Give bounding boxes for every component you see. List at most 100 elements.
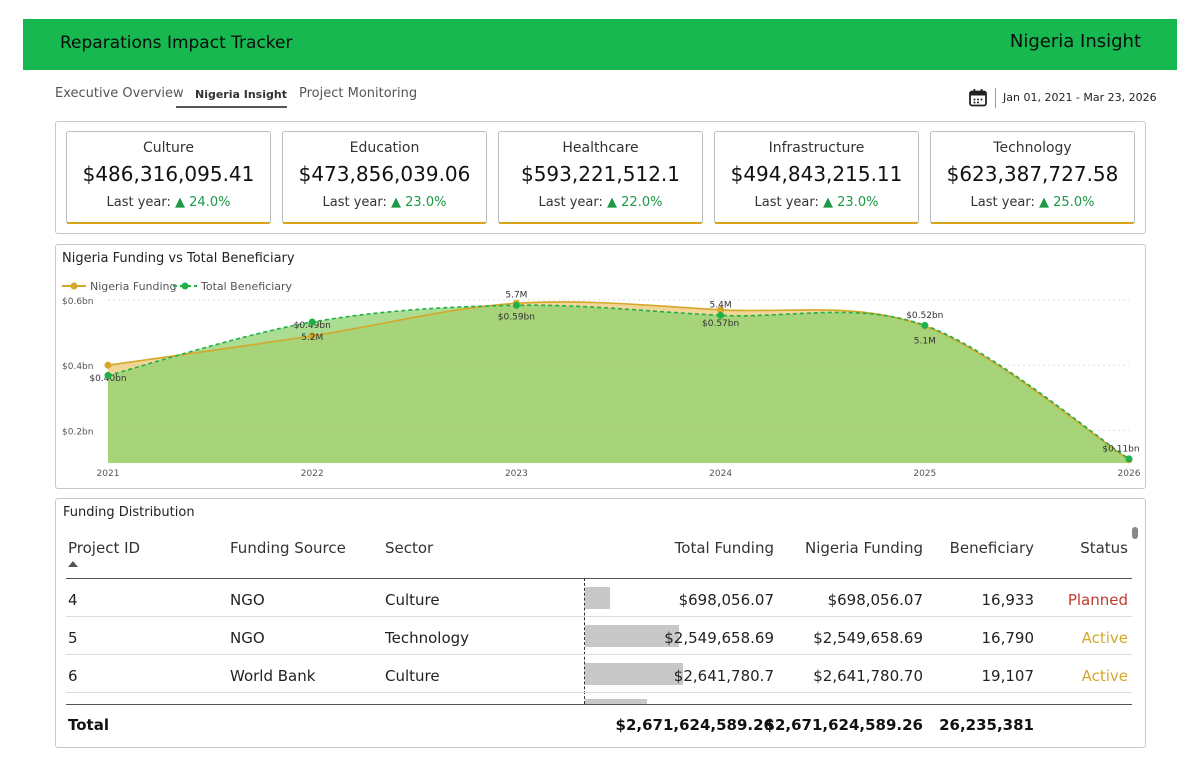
table-scrollbar[interactable] <box>1132 527 1138 539</box>
kpi-last-year: Last year: ▲ 25.0% <box>931 195 1134 210</box>
kpi-change: ▲ 22.0% <box>607 195 663 210</box>
funding-distribution-table: Funding Distribution Project ID Funding … <box>55 498 1146 748</box>
row-divider <box>66 616 1132 617</box>
cell-total-funding: $2,549,658.69 <box>664 629 774 647</box>
point-total-beneficiary <box>308 318 316 326</box>
table-row[interactable]: 5 NGO Technology $2,549,658.69 $2,549,65… <box>56 617 1145 655</box>
col-header-funding-source[interactable]: Funding Source <box>230 539 346 557</box>
cell-status: Active <box>1081 629 1128 647</box>
total-total-funding: $2,671,624,589.26 <box>615 716 774 734</box>
y-tick-label: $0.4bn <box>62 362 93 372</box>
x-tick-label: 2026 <box>1118 469 1141 479</box>
point-total-beneficiary <box>921 321 929 329</box>
tab-nigeria-insight[interactable]: Nigeria Insight <box>195 88 287 101</box>
calendar-icon[interactable] <box>968 88 988 108</box>
tab-project-monitoring[interactable]: Project Monitoring <box>299 86 418 101</box>
bar-axis-line <box>584 578 585 704</box>
kpi-value: $494,843,215.11 <box>730 162 903 186</box>
funding-area-chart[interactable]: Nigeria Funding Total Beneficiary $0.2bn $0… <box>56 245 1145 488</box>
page-title: Nigeria Insight <box>1009 31 1141 52</box>
cell-status: Active <box>1081 667 1128 685</box>
cell-total-funding: $2,641,780.7 <box>673 667 774 685</box>
tab-executive-overview[interactable]: Executive Overview <box>55 86 184 101</box>
kpi-last-year: Last year: ▲ 23.0% <box>283 195 486 210</box>
kpi-sector: Education <box>349 140 420 156</box>
point-total-beneficiary <box>512 301 520 309</box>
y-tick-label: $0.6bn <box>62 297 93 307</box>
kpi-sector: Healthcare <box>562 140 639 156</box>
col-header-status[interactable]: Status <box>1080 539 1128 557</box>
data-label-nigeria-funding: $0.40bn <box>89 374 126 384</box>
cell-project-id: 4 <box>68 591 78 609</box>
kpi-sector: Technology <box>993 140 1072 156</box>
kpi-value: $593,221,512.1 <box>520 162 681 186</box>
cell-sector: Culture <box>385 667 440 685</box>
kpi-card-healthcare: Healthcare $593,221,512.1 Last year: ▲ 2… <box>498 131 703 224</box>
cell-nigeria-funding: $2,549,658.69 <box>813 629 923 647</box>
cell-funding-source: NGO <box>230 591 265 609</box>
kpi-last-year-label: Last year: <box>538 195 603 210</box>
chart-title: Nigeria Funding vs Total Beneficiary <box>62 251 295 266</box>
point-nigeria-funding <box>717 306 725 314</box>
total-nigeria-funding: $2,671,624,589.26 <box>764 716 923 734</box>
kpi-last-year: Last year: ▲ 23.0% <box>715 195 918 210</box>
x-tick-label: 2021 <box>97 469 120 479</box>
table-row[interactable]: 6 World Bank Culture $2,641,780.7 $2,641… <box>56 655 1145 693</box>
total-divider <box>66 704 1132 705</box>
kpi-change: ▲ 24.0% <box>175 195 231 210</box>
kpi-last-year-label: Last year: <box>970 195 1035 210</box>
header-divider <box>66 578 1132 579</box>
col-header-nigeria-funding[interactable]: Nigeria Funding <box>805 539 923 557</box>
data-label-nigeria-funding: $0.11bn <box>1102 445 1139 455</box>
x-tick-label: 2025 <box>913 469 936 479</box>
date-range-text[interactable]: Jan 01, 2021 - Mar 23, 2026 <box>1003 91 1157 104</box>
data-label-total-beneficiary: 5.2M <box>301 333 323 343</box>
cell-nigeria-funding: $698,056.07 <box>827 591 923 609</box>
data-label-total-beneficiary: 5.1M <box>914 336 936 346</box>
header-bar: Reparations Impact Tracker Nigeria Insig… <box>23 19 1177 70</box>
total-beneficiary: 26,235,381 <box>939 716 1034 734</box>
kpi-value: $623,387,727.58 <box>946 162 1119 186</box>
kpi-panel: Culture $486,316,095.41 Last year: ▲ 24.… <box>55 121 1146 234</box>
sort-ascending-icon[interactable] <box>68 561 78 567</box>
kpi-last-year: Last year: ▲ 22.0% <box>499 195 702 210</box>
cell-beneficiary: 19,107 <box>981 667 1035 685</box>
kpi-change: ▲ 23.0% <box>391 195 447 210</box>
data-label-total-beneficiary: 5.7M <box>505 290 527 300</box>
cell-nigeria-funding: $2,641,780.70 <box>813 667 923 685</box>
total-funding-bar <box>585 625 679 647</box>
kpi-last-year: Last year: ▲ 24.0% <box>67 195 270 210</box>
col-header-project-id[interactable]: Project ID <box>68 539 141 557</box>
point-total-beneficiary <box>717 311 725 319</box>
point-nigeria-funding <box>308 332 316 340</box>
cell-beneficiary: 16,790 <box>981 629 1035 647</box>
point-nigeria-funding <box>104 361 112 369</box>
date-separator <box>995 88 996 108</box>
line-total-beneficiary <box>107 304 1130 460</box>
point-total-beneficiary <box>104 371 112 379</box>
cell-beneficiary: 16,933 <box>981 591 1035 609</box>
col-header-sector[interactable]: Sector <box>385 539 434 557</box>
cell-funding-source: NGO <box>230 629 265 647</box>
app-title: Reparations Impact Tracker <box>60 33 293 53</box>
row-divider <box>66 692 1132 693</box>
kpi-last-year-label: Last year: <box>322 195 387 210</box>
kpi-change: ▲ 23.0% <box>823 195 879 210</box>
kpi-card-infrastructure: Infrastructure $494,843,215.11 Last year… <box>714 131 919 224</box>
x-tick-label: 2022 <box>301 469 324 479</box>
legend-label-total-beneficiary: Total Beneficiary <box>200 280 293 293</box>
cell-project-id: 5 <box>68 629 78 647</box>
data-label-nigeria-funding: $0.59bn <box>498 312 535 322</box>
data-label-nigeria-funding: $0.52bn <box>906 311 943 321</box>
total-funding-bar <box>585 663 683 685</box>
total-funding-bar <box>585 587 610 609</box>
y-tick-label: $0.2bn <box>62 427 93 437</box>
kpi-value: $486,316,095.41 <box>82 162 255 186</box>
partial-row-bar <box>585 699 647 704</box>
active-tab-indicator <box>176 106 287 108</box>
col-header-total-funding[interactable]: Total Funding <box>674 539 774 557</box>
legend-marker-total-beneficiary <box>181 282 189 290</box>
row-divider <box>66 654 1132 655</box>
table-row[interactable]: 4 NGO Culture $698,056.07 $698,056.07 16… <box>56 579 1145 617</box>
col-header-beneficiary[interactable]: Beneficiary <box>949 539 1034 557</box>
